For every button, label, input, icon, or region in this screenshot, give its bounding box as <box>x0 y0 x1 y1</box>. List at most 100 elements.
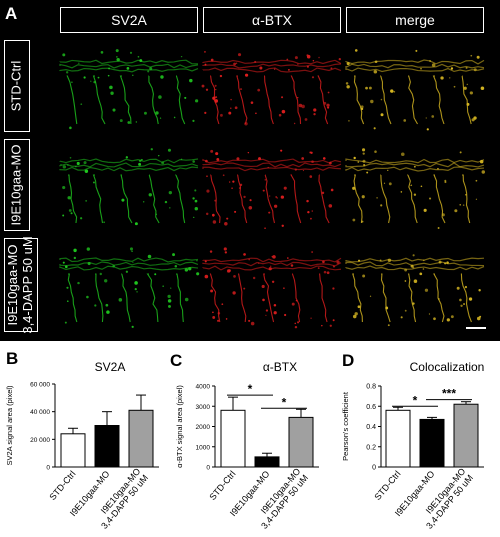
image-punctum <box>204 63 207 66</box>
image-punctum <box>219 74 223 78</box>
image-punctum <box>468 297 473 301</box>
image-punctum <box>216 158 220 161</box>
image-punctum <box>280 195 285 199</box>
image-punctum <box>136 291 138 293</box>
image-punctum <box>309 175 313 178</box>
image-punctum <box>150 148 153 151</box>
image-punctum <box>234 210 237 213</box>
image-punctum <box>62 185 66 190</box>
image-tile-r2-c1 <box>202 238 342 332</box>
image-punctum <box>479 159 484 164</box>
image-punctum <box>412 266 415 269</box>
image-punctum <box>105 303 109 307</box>
image-punctum <box>214 199 217 202</box>
image-tile-r1-c0 <box>59 139 199 233</box>
image-punctum <box>444 180 447 184</box>
image-punctum <box>204 50 206 53</box>
image-punctum <box>228 269 231 272</box>
image-punctum <box>295 299 298 302</box>
significance-label: * <box>413 393 418 407</box>
image-segment <box>67 273 78 323</box>
category-label: STD-Ctrl <box>207 469 237 502</box>
image-punctum <box>412 302 415 305</box>
y-axis-label: Pearson's coefficient <box>341 391 350 461</box>
image-punctum <box>119 119 123 123</box>
image-punctum <box>112 108 116 112</box>
image-punctum <box>354 49 358 52</box>
image-band <box>202 158 342 164</box>
image-tile-r2-c0 <box>59 238 200 332</box>
image-segment <box>290 75 302 125</box>
image-punctum <box>280 149 283 152</box>
image-punctum <box>306 54 311 59</box>
image-segment <box>238 273 247 323</box>
image-punctum <box>194 189 197 192</box>
panel-a-label: A <box>5 4 18 23</box>
image-punctum <box>413 279 418 283</box>
image-punctum <box>311 251 314 253</box>
image-segment <box>210 174 221 224</box>
image-punctum <box>162 285 164 287</box>
image-segment <box>237 174 248 224</box>
image-tile-r2-c2 <box>345 238 485 332</box>
image-punctum <box>360 107 364 111</box>
image-punctum <box>306 199 309 203</box>
image-segment <box>121 273 131 323</box>
image-punctum <box>206 189 210 193</box>
image-punctum <box>228 111 232 115</box>
image-punctum <box>147 70 150 73</box>
bar <box>385 409 411 468</box>
image-punctum <box>459 151 462 154</box>
image-punctum <box>77 281 80 285</box>
image-punctum <box>362 274 366 278</box>
image-punctum <box>222 174 225 177</box>
image-punctum <box>353 156 356 160</box>
image-punctum <box>62 261 65 264</box>
image-tile-r0-c2 <box>345 40 485 134</box>
image-tile-r1-c2 <box>345 139 486 233</box>
image-punctum <box>473 68 477 72</box>
row-label-std-ctrl: STD-Ctrl <box>4 40 30 132</box>
image-punctum <box>212 213 215 217</box>
image-punctum <box>217 311 221 315</box>
image-punctum <box>100 51 104 54</box>
image-punctum <box>465 193 467 196</box>
image-punctum <box>184 96 187 100</box>
image-punctum <box>161 161 165 165</box>
image-punctum <box>357 161 360 163</box>
y-tick-label: 0.8 <box>366 384 376 391</box>
image-punctum <box>385 306 389 310</box>
image-punctum <box>336 260 340 264</box>
image-punctum <box>380 204 383 207</box>
image-punctum <box>65 71 69 74</box>
image-punctum <box>400 152 405 157</box>
image-punctum <box>446 318 450 322</box>
y-tick-label: 0.4 <box>366 424 376 431</box>
image-punctum <box>204 111 207 115</box>
image-punctum <box>413 193 417 196</box>
significance-label: *** <box>442 387 456 401</box>
image-punctum <box>220 113 223 117</box>
image-segment <box>433 273 445 323</box>
image-punctum <box>131 325 134 328</box>
image-punctum <box>326 271 330 275</box>
image-punctum <box>188 267 192 271</box>
image-segment <box>66 75 78 125</box>
image-punctum <box>64 321 67 324</box>
image-tile-bg <box>346 238 484 332</box>
image-punctum <box>420 185 423 188</box>
image-punctum <box>248 258 251 261</box>
image-punctum <box>62 53 66 57</box>
image-punctum <box>254 60 257 63</box>
image-band <box>202 162 342 168</box>
image-punctum <box>155 111 159 115</box>
image-punctum <box>323 101 327 105</box>
image-band <box>202 63 342 69</box>
y-tick-label: 0.6 <box>366 404 376 411</box>
image-punctum <box>454 209 458 213</box>
image-punctum <box>231 187 233 189</box>
image-punctum <box>480 86 485 91</box>
image-segment <box>318 174 330 224</box>
image-segment <box>462 174 471 224</box>
image-punctum <box>215 152 219 156</box>
